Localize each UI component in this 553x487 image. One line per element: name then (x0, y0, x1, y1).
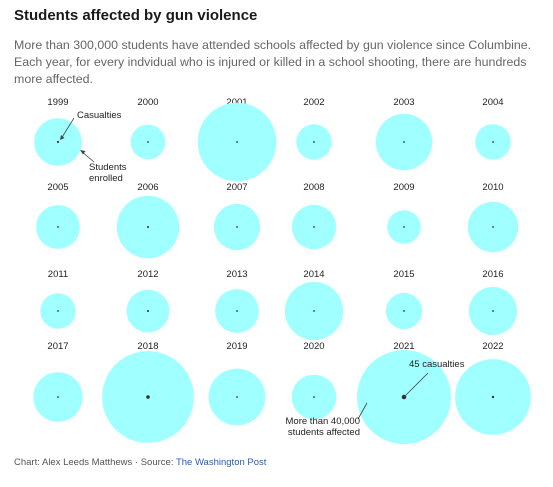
casualties-2021-pointer (403, 372, 429, 398)
dot-casualties-2012 (146, 309, 150, 313)
dot-casualties-2001 (236, 141, 238, 143)
chart-footer: Chart: Alex Leeds Matthews · Source: The… (14, 457, 266, 468)
dot-casualties-2017 (57, 396, 59, 398)
students-legend-label: Students (89, 162, 127, 173)
dot-casualties-2000 (147, 141, 149, 143)
year-label-2019: 2019 (226, 341, 247, 352)
dot-casualties-2005 (57, 226, 59, 228)
casualties-arrowhead (60, 135, 65, 140)
casualties-2021-label: 45 casualties (409, 359, 465, 370)
year-label-2014: 2014 (303, 269, 324, 280)
dot-casualties-2016 (492, 310, 494, 312)
casualties-pointer (60, 117, 75, 140)
dot-casualties-2011 (57, 310, 59, 312)
dot-casualties-2010 (492, 226, 494, 228)
year-label-2005: 2005 (47, 182, 68, 193)
dot-casualties-2008 (313, 226, 315, 228)
year-label-2020: 2020 (303, 341, 324, 352)
students-2021-pointer (357, 402, 368, 420)
dot-casualties-2015 (403, 310, 405, 312)
students-2021-label-line2: students affected (288, 427, 360, 438)
year-label-2002: 2002 (303, 97, 324, 108)
year-label-2011: 2011 (48, 269, 68, 280)
year-label-2006: 2006 (137, 182, 158, 193)
enrolled-legend-label: enrolled (89, 173, 123, 184)
dot-casualties-2002 (313, 141, 315, 143)
dot-casualties-1999 (56, 140, 60, 144)
students-2021-label-line1: More than 40,000 (286, 416, 360, 427)
year-label-2000: 2000 (137, 97, 158, 108)
dot-casualties-2014 (313, 310, 315, 312)
chart-subtitle: More than 300,000 students have attended… (14, 38, 532, 86)
dot-casualties-2007 (236, 226, 238, 228)
dot-casualties-2004 (492, 141, 494, 143)
dot-casualties-2003 (403, 141, 405, 143)
year-label-2012: 2012 (137, 269, 158, 280)
year-label-2007: 2007 (226, 182, 247, 193)
dot-casualties-2019 (236, 396, 238, 398)
dot-casualties-2006 (146, 225, 150, 229)
dot-casualties-2013 (236, 310, 238, 312)
year-label-2008: 2008 (303, 182, 324, 193)
year-label-2003: 2003 (393, 97, 414, 108)
year-label-2015: 2015 (393, 269, 414, 280)
year-label-2009: 2009 (393, 182, 414, 193)
year-label-2001: 2001 (226, 97, 247, 108)
dot-casualties-2018 (146, 395, 150, 399)
dot-casualties-2009 (403, 226, 405, 228)
dot-casualties-2020 (313, 396, 315, 398)
casualties-legend-label: Casualties (77, 110, 122, 121)
year-label-2013: 2013 (226, 269, 247, 280)
year-label-2018: 2018 (137, 341, 158, 352)
chart-title: Students affected by gun violence (14, 7, 258, 24)
source-link[interactable]: The Washington Post (175, 457, 267, 468)
year-label-2022: 2022 (482, 341, 503, 352)
credit-text: Chart: Alex Leeds Matthews · Source: (14, 457, 176, 468)
year-label-2017: 2017 (47, 341, 68, 352)
year-label-2010: 2010 (482, 182, 503, 193)
year-label-2021: 2021 (393, 341, 414, 352)
year-label-2004: 2004 (482, 97, 503, 108)
students-arrowhead (80, 150, 86, 155)
dot-casualties-2022 (491, 395, 495, 399)
year-label-2016: 2016 (482, 269, 503, 280)
year-label-1999: 1999 (47, 97, 68, 108)
